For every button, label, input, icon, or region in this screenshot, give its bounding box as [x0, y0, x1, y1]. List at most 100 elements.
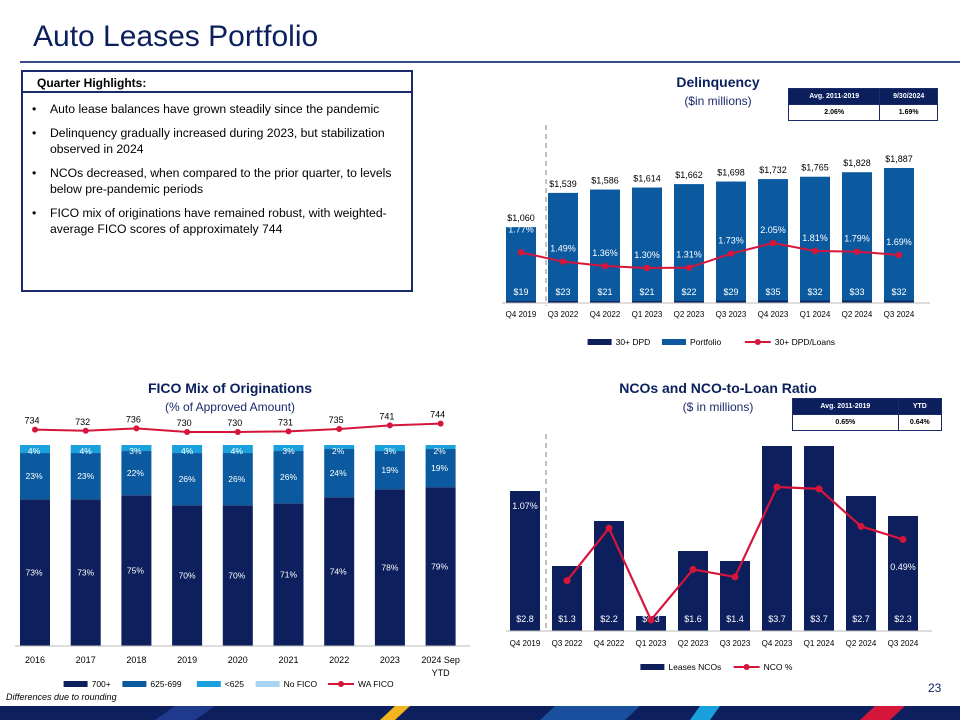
dpd-label: $22 — [681, 287, 696, 297]
dpd-label: $21 — [597, 287, 612, 297]
fico-segment-label: 23% — [77, 471, 94, 481]
portfolio-label: $1,662 — [675, 170, 703, 180]
nco-label: $3.7 — [768, 614, 786, 624]
fico-bar-700 — [374, 489, 405, 646]
portfolio-label: $1,539 — [549, 179, 577, 189]
table-cell: 2.06% — [787, 104, 881, 121]
nco-pct-point — [689, 565, 697, 573]
fico-segment-label: 26% — [280, 472, 297, 482]
fico-segment-label: 73% — [77, 568, 94, 578]
portfolio-label: $1,586 — [591, 176, 619, 186]
wa-fico-point — [133, 425, 140, 432]
fico-segment-label: 70% — [179, 571, 196, 581]
fico-segment-label: 79% — [431, 562, 448, 572]
legend-swatch — [122, 681, 147, 687]
ratio-point — [895, 251, 903, 259]
legend-swatch — [196, 681, 221, 687]
fico-bar-700 — [121, 495, 152, 646]
delinquency-subtitle: ($in millions) — [684, 94, 752, 108]
ratio-label: 1.31% — [676, 250, 702, 260]
highlights-box: Quarter Highlights: Auto lease balances … — [21, 70, 413, 292]
dpd-bar — [632, 301, 662, 303]
fico-bar-625 — [273, 445, 304, 452]
wa-fico-label: 736 — [126, 414, 141, 424]
legend-label: <625 — [225, 679, 244, 689]
dpd-bar — [716, 300, 746, 303]
fico-bar-700 — [20, 499, 50, 646]
fico-segment-label: 2% — [433, 446, 446, 456]
x-tick-label: Q2 2023 — [678, 639, 709, 648]
dpd-bar — [842, 300, 872, 303]
fico-segment-label: 3% — [384, 446, 397, 456]
legend-swatch — [662, 339, 686, 345]
nco-title: NCOs and NCO-to-Loan Ratio — [619, 380, 817, 396]
fico-bar-625699 — [20, 453, 50, 500]
nco-pct-point — [857, 522, 865, 530]
legend-swatch — [640, 664, 665, 670]
wa-fico-point — [184, 429, 191, 435]
portfolio-bar — [632, 187, 662, 303]
x-tick-label: Q2 2023 — [674, 310, 705, 319]
x-tick-label: 2018 — [126, 655, 146, 665]
fico-segment-label: 71% — [280, 570, 297, 580]
highlight-bullet: NCOs decreased, when compared to the pri… — [31, 165, 401, 197]
ratio-point — [643, 264, 651, 272]
ratio-point — [517, 249, 525, 256]
wa-fico-point — [285, 428, 292, 435]
fico-bar-700 — [172, 505, 203, 646]
portfolio-label: $1,060 — [507, 213, 535, 223]
wa-fico-label: 731 — [278, 417, 293, 427]
nco-pct-point — [605, 524, 613, 532]
x-tick-label: Q3 2024 — [888, 639, 919, 648]
legend-swatch — [743, 664, 750, 670]
nco-label: $3.7 — [810, 614, 828, 624]
x-tick-label: 2016 — [25, 655, 45, 665]
x-tick-label: 2022 — [329, 655, 349, 665]
fico-bar-625699 — [374, 451, 405, 490]
ratio-label: 2.05% — [760, 225, 786, 235]
fico-segment-label: 22% — [127, 468, 144, 478]
legend-swatch — [754, 339, 761, 345]
dpd-bar — [674, 301, 704, 303]
fico-bar-700 — [324, 497, 355, 646]
dpd-bar — [758, 300, 788, 303]
portfolio-bar — [884, 168, 914, 303]
fico-title: FICO Mix of Originations — [147, 380, 313, 396]
table-header: Avg. 2011-2019 — [787, 88, 881, 105]
dpd-bar — [548, 301, 578, 303]
legend-label: No FICO — [284, 679, 318, 689]
dpd-label: $32 — [891, 287, 906, 297]
fico-segment-label: 26% — [179, 474, 196, 484]
x-tick-label: Q4 2023 — [758, 310, 789, 319]
wa-fico-label: 730 — [227, 418, 242, 428]
ratio-point — [685, 264, 693, 271]
nco-bar — [678, 551, 708, 631]
x-tick-label: Q1 2023 — [632, 310, 663, 319]
wa-fico-point — [336, 426, 343, 432]
fico-bar-625 — [70, 445, 101, 454]
fico-segment-label: 19% — [431, 463, 448, 473]
nco-subtitle: ($ in millions) — [682, 400, 754, 414]
x-tick-label: Q2 2024 — [846, 639, 877, 648]
table-cell: 1.69% — [879, 104, 938, 121]
fico-segment-label: 23% — [25, 471, 42, 481]
fico-bar-625699 — [273, 451, 304, 504]
fico-bar-625699 — [70, 453, 101, 500]
legend-swatch — [338, 681, 344, 687]
x-tick-label: 2021 — [278, 655, 298, 665]
dpd-bar — [800, 300, 830, 303]
nco-label: $2.2 — [600, 614, 618, 624]
fico-bar-625699 — [222, 453, 253, 506]
nco-bar — [552, 566, 582, 631]
legend-swatch — [587, 339, 612, 345]
legend-label: NCO % — [764, 662, 793, 672]
fico-bar-700 — [70, 499, 101, 646]
fico-segment-label: 4% — [181, 446, 194, 456]
nco-pct-point — [899, 535, 907, 543]
x-tick-label: Q4 2022 — [594, 639, 625, 648]
legend-label: Portfolio — [690, 337, 721, 347]
ratio-line — [520, 241, 900, 270]
nco-pct-point — [773, 483, 781, 491]
page-number: 23 — [928, 681, 942, 695]
